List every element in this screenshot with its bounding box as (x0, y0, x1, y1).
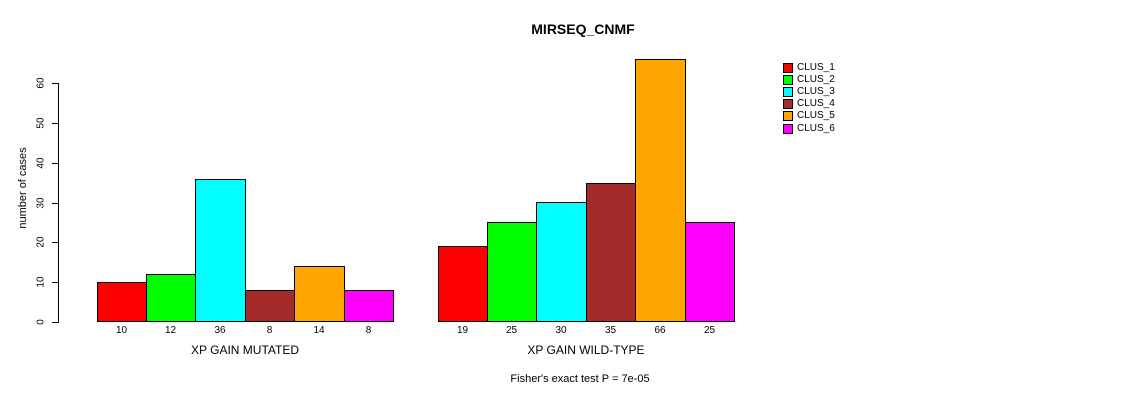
legend-swatch-clus_6 (783, 124, 793, 134)
y-tick-label: 30 (35, 197, 47, 209)
bar-value-label: 19 (456, 325, 469, 336)
legend-swatch-clus_5 (783, 111, 793, 121)
bar-clus_6 (685, 222, 735, 322)
y-tick-mark (52, 203, 58, 204)
legend-swatch-clus_3 (783, 87, 793, 97)
y-tick-label: 50 (35, 117, 47, 129)
bar-clus_6 (344, 290, 394, 322)
y-tick-label: 20 (35, 236, 47, 248)
bar-clus_2 (487, 222, 537, 322)
bar-clus_3 (536, 202, 587, 322)
bar-value-label: 30 (555, 325, 567, 336)
x-group-label: XP GAIN MUTATED (190, 343, 300, 357)
bar-clus_1 (97, 282, 147, 322)
bar-value-label: 66 (654, 325, 666, 336)
bar-value-label: 8 (266, 325, 273, 336)
bar-clus_5 (294, 266, 345, 322)
legend-label-clus_1: CLUS_1 (797, 62, 835, 73)
legend-swatch-clus_2 (783, 75, 793, 85)
legend-label-clus_2: CLUS_2 (797, 74, 835, 85)
bar-clus_3 (195, 179, 246, 322)
bar-value-label: 10 (115, 325, 128, 336)
legend-label-clus_5: CLUS_5 (797, 110, 835, 121)
bar-value-label: 8 (365, 325, 372, 336)
bar-value-label: 36 (214, 325, 226, 336)
legend-swatch-clus_1 (783, 63, 793, 73)
y-tick-mark (52, 322, 58, 323)
y-tick-mark (52, 123, 58, 124)
legend-label-clus_4: CLUS_4 (797, 98, 835, 109)
x-group-label: XP GAIN WILD-TYPE (527, 343, 645, 357)
bar-value-label: 25 (703, 325, 716, 336)
bar-value-label: 25 (505, 325, 518, 336)
bar-clus_4 (586, 183, 636, 322)
bar-clus_5 (635, 59, 686, 322)
bar-value-label: 14 (313, 325, 325, 336)
y-axis-title: number of cases (17, 147, 29, 229)
y-tick-mark (52, 282, 58, 283)
y-tick-label: 40 (35, 157, 47, 169)
bar-clus_2 (146, 274, 196, 322)
y-tick-mark (52, 163, 58, 164)
legend-label-clus_3: CLUS_3 (797, 86, 835, 97)
legend-swatch-clus_4 (783, 99, 793, 109)
y-tick-mark (52, 83, 58, 84)
bar-value-label: 12 (164, 325, 177, 336)
bar-clus_1 (438, 246, 488, 322)
legend-label-clus_6: CLUS_6 (797, 123, 835, 134)
y-tick-label: 60 (35, 77, 47, 89)
y-tick-label: 0 (35, 319, 47, 325)
y-axis-line (58, 83, 59, 323)
chart-title: MIRSEQ_CNMF (531, 21, 635, 37)
bar-value-label: 35 (604, 325, 617, 336)
stat-annotation: Fisher's exact test P = 7e-05 (510, 373, 650, 385)
bar-clus_4 (245, 290, 295, 322)
y-tick-mark (52, 242, 58, 243)
y-tick-label: 10 (35, 276, 47, 288)
